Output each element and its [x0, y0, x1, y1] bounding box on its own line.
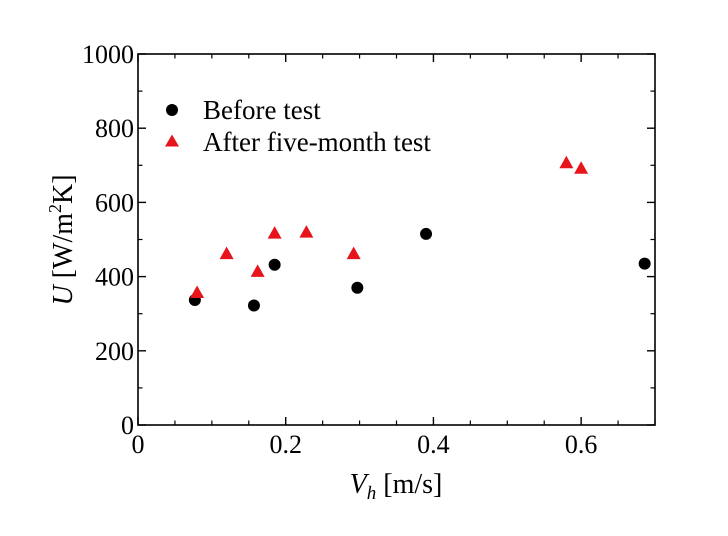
y-axis-unit-pre: [W/m	[48, 213, 79, 286]
point-after-five-month-test	[346, 246, 361, 260]
x-tick-label: 0.2	[269, 430, 302, 459]
y-axis-unit-post: K]	[48, 174, 79, 204]
point-before-test	[268, 258, 281, 271]
y-tick-label: 400	[95, 263, 134, 292]
legend-label-before-test: Before test	[203, 95, 321, 125]
point-after-five-month-test	[250, 264, 265, 277]
point-after-five-month-test	[299, 225, 314, 238]
x-tick-label: 0	[132, 430, 145, 459]
x-axis-unit: [m/s]	[376, 469, 442, 500]
point-before-test	[247, 299, 260, 312]
y-tick-label: 1000	[82, 40, 134, 69]
point-before-test	[420, 227, 433, 240]
point-after-five-month-test	[190, 285, 205, 299]
x-tick-label: 0.4	[417, 430, 450, 459]
point-before-test	[351, 281, 364, 294]
legend: Before test After five-month test	[165, 95, 431, 157]
y-tick-label: 600	[95, 188, 134, 217]
point-after-five-month-test	[559, 155, 574, 169]
legend-label-after-five-month-test: After five-month test	[203, 127, 431, 157]
legend-marker-after-five-month-test	[165, 134, 179, 147]
y-tick-label: 800	[95, 114, 134, 143]
y-tick-label: 200	[95, 337, 134, 366]
x-axis-title: Vh [m/s]	[350, 469, 443, 504]
point-before-test	[638, 257, 651, 270]
y-tick-labels: 0 200 400 600 800 1000	[82, 40, 134, 440]
legend-marker-before-test	[166, 104, 178, 116]
point-after-five-month-test	[267, 226, 282, 239]
x-tick-label: 0.6	[565, 430, 598, 459]
axis-ticks	[137, 53, 656, 426]
y-axis-var: U	[48, 284, 79, 306]
data-points	[188, 155, 651, 312]
y-axis-title: U [W/m2K]	[45, 174, 79, 305]
point-after-five-month-test	[574, 161, 589, 174]
point-after-five-month-test	[219, 246, 234, 260]
x-tick-labels: 0 0.2 0.4 0.6	[132, 430, 598, 459]
y-axis-unit-sup: 2	[45, 204, 65, 213]
x-axis-var: V	[350, 469, 370, 500]
x-axis-sub: h	[367, 483, 377, 504]
y-tick-label: 0	[121, 411, 134, 440]
